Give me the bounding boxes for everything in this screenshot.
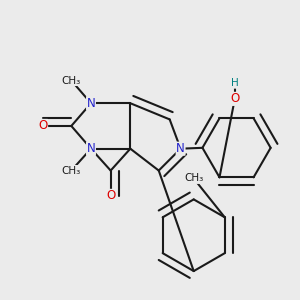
Text: N: N [87, 142, 95, 155]
Text: H: H [231, 78, 239, 88]
Text: CH₃: CH₃ [184, 173, 203, 183]
Text: CH₃: CH₃ [62, 76, 81, 85]
Text: O: O [106, 189, 115, 203]
Text: N: N [176, 142, 185, 155]
Text: CH₃: CH₃ [62, 166, 81, 176]
Text: N: N [87, 97, 95, 110]
Text: O: O [230, 92, 239, 105]
Text: O: O [38, 119, 47, 133]
